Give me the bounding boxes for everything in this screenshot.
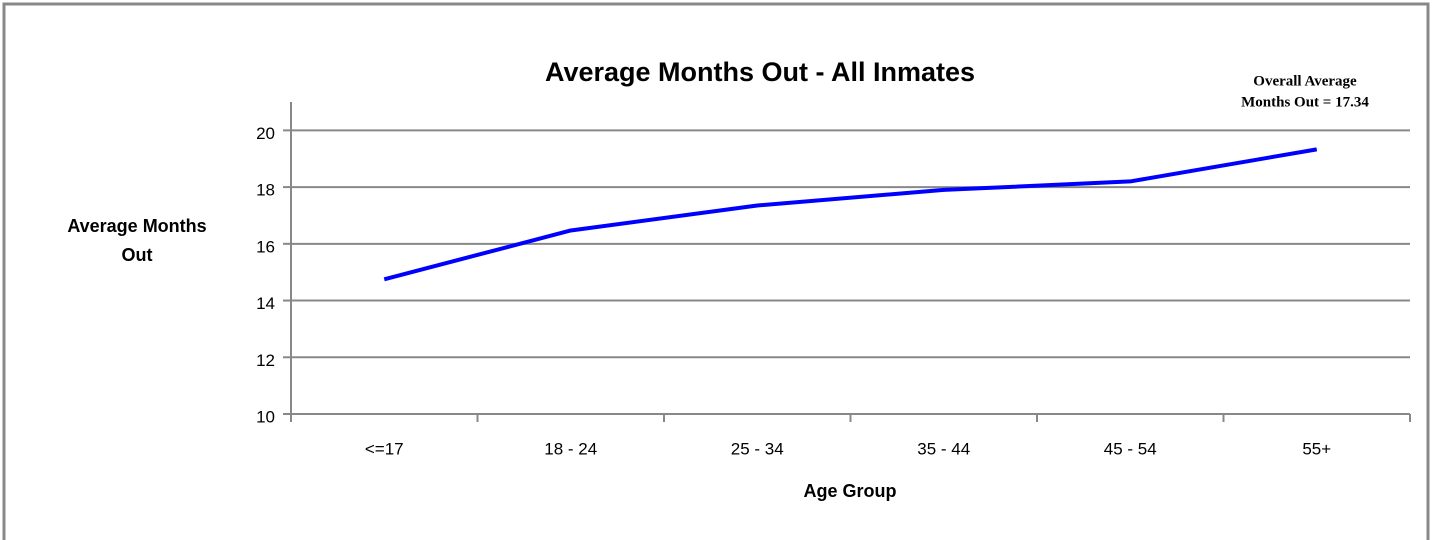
x-tick-label: <=17 [365, 439, 404, 458]
x-tick-label: 55+ [1302, 439, 1331, 458]
y-axis-label: Out [122, 245, 153, 265]
x-tick-label: 45 - 54 [1104, 439, 1157, 458]
x-axis-label: Age Group [804, 481, 897, 501]
annotation: Months Out = 17.34 [1241, 94, 1369, 110]
x-tick-label: 35 - 44 [917, 439, 970, 458]
x-tick-label: 25 - 34 [731, 439, 784, 458]
annotation: Overall Average [1253, 73, 1357, 89]
y-tick-label: 10 [256, 407, 275, 426]
y-axis-label: Average Months [67, 216, 206, 236]
y-tick-label: 18 [256, 181, 275, 200]
y-tick-label: 16 [256, 237, 275, 256]
y-tick-label: 12 [256, 351, 275, 370]
x-tick-label: 18 - 24 [544, 439, 597, 458]
chart-title: Average Months Out - All Inmates [545, 57, 975, 87]
data-line [383, 147, 1318, 282]
y-tick-label: 14 [256, 294, 275, 313]
y-tick-label: 20 [256, 124, 275, 143]
